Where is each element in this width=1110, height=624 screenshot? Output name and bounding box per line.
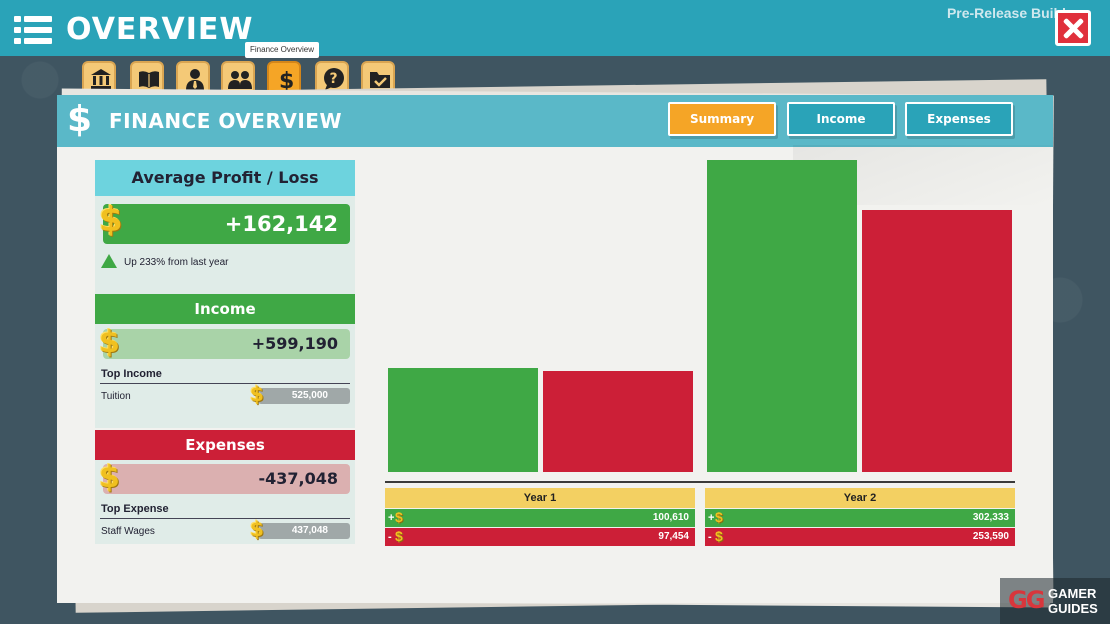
dollar-icon: $: [67, 99, 93, 140]
year-1-income-row: + $ 100,610: [385, 509, 695, 527]
bar-year-1-income: [388, 368, 538, 472]
folder-check-icon: [370, 72, 390, 88]
coin-icon: $: [99, 460, 120, 495]
divider: [100, 383, 350, 384]
year-2-table: Year 2 + $ 302,333 - $ 253,590: [705, 488, 1015, 546]
tab-expenses[interactable]: Expenses: [905, 102, 1013, 136]
build-label: Pre-Release Build: [946, 5, 1066, 21]
income-card: Income +599,190 $: [95, 294, 355, 428]
profit-card: Average Profit / Loss +162,142 $ Up 233%…: [95, 160, 355, 296]
year-1-expense-value: 97,454: [658, 531, 689, 542]
coin-icon: $: [395, 528, 403, 544]
watermark-line-2: GUIDES: [1048, 601, 1098, 616]
year-2-label: Year 2: [705, 488, 1015, 508]
profit-value: +162,142: [103, 204, 350, 244]
expenses-header: Expenses: [95, 430, 355, 460]
chart-baseline: [385, 481, 1015, 483]
dollar-icon: $: [279, 69, 294, 91]
book-icon: [139, 71, 159, 88]
tab-summary[interactable]: Summary: [668, 102, 776, 136]
coin-icon: $: [99, 325, 120, 360]
year-2-income-value: 302,333: [972, 512, 1009, 523]
divider: [100, 518, 350, 519]
bank-icon: [91, 69, 111, 89]
top-income-item: Tuition: [101, 391, 131, 402]
person-tie-icon: [186, 69, 204, 90]
top-income-value: 525,000: [258, 388, 350, 404]
tooltip: Finance Overview: [245, 42, 320, 58]
income-header: Income: [95, 294, 355, 324]
tab-income[interactable]: Income: [787, 102, 895, 136]
top-bar: OVERVIEW Pre-Release Build: [0, 0, 1110, 56]
people-group-icon: [228, 71, 252, 89]
top-expense-item: Staff Wages: [101, 526, 155, 537]
coin-icon: $: [715, 509, 723, 525]
coin-icon: $: [715, 528, 723, 544]
year-1-label: Year 1: [385, 488, 695, 508]
coin-icon: $: [250, 517, 264, 541]
bar-year-2-income: [707, 160, 857, 472]
year-1-table: Year 1 + $ 100,610 - $ 97,454: [385, 488, 695, 546]
menu-icon[interactable]: [14, 16, 52, 44]
svg-text:$: $: [279, 69, 294, 91]
gamer-guides-logo: GG: [1008, 586, 1045, 614]
watermark: GG GAMER GUIDES: [1000, 578, 1110, 624]
bar-year-2-expense: [862, 210, 1012, 472]
year-1-expense-row: - $ 97,454: [385, 528, 695, 546]
top-expense-label: Top Expense: [101, 503, 169, 515]
coin-icon: $: [250, 382, 264, 406]
year-2-expense-value: 253,590: [972, 531, 1009, 542]
page-title: OVERVIEW: [66, 12, 254, 47]
profit-header: Average Profit / Loss: [95, 160, 355, 196]
year-2-expense-row: - $ 253,590: [705, 528, 1015, 546]
coin-icon: $: [99, 200, 123, 240]
svg-text:?: ?: [330, 71, 338, 87]
top-expense-value: 437,048: [258, 523, 350, 539]
question-bubble-icon: ?: [324, 68, 344, 90]
profit-trend: Up 233% from last year: [124, 257, 229, 268]
close-button[interactable]: [1055, 10, 1091, 46]
top-income-label: Top Income: [101, 368, 162, 380]
panel-title: FINANCE OVERVIEW: [109, 109, 343, 133]
watermark-line-1: GAMER: [1048, 586, 1097, 601]
up-arrow-icon: [101, 254, 117, 268]
expenses-value: -437,048: [103, 464, 350, 494]
year-1-income-value: 100,610: [652, 512, 689, 523]
income-value: +599,190: [103, 329, 350, 359]
bar-year-1-expense: [543, 371, 693, 472]
year-2-income-row: + $ 302,333: [705, 509, 1015, 527]
coin-icon: $: [395, 509, 403, 525]
panel-header: $ FINANCE OVERVIEW Summary Income Expens…: [57, 95, 1053, 147]
